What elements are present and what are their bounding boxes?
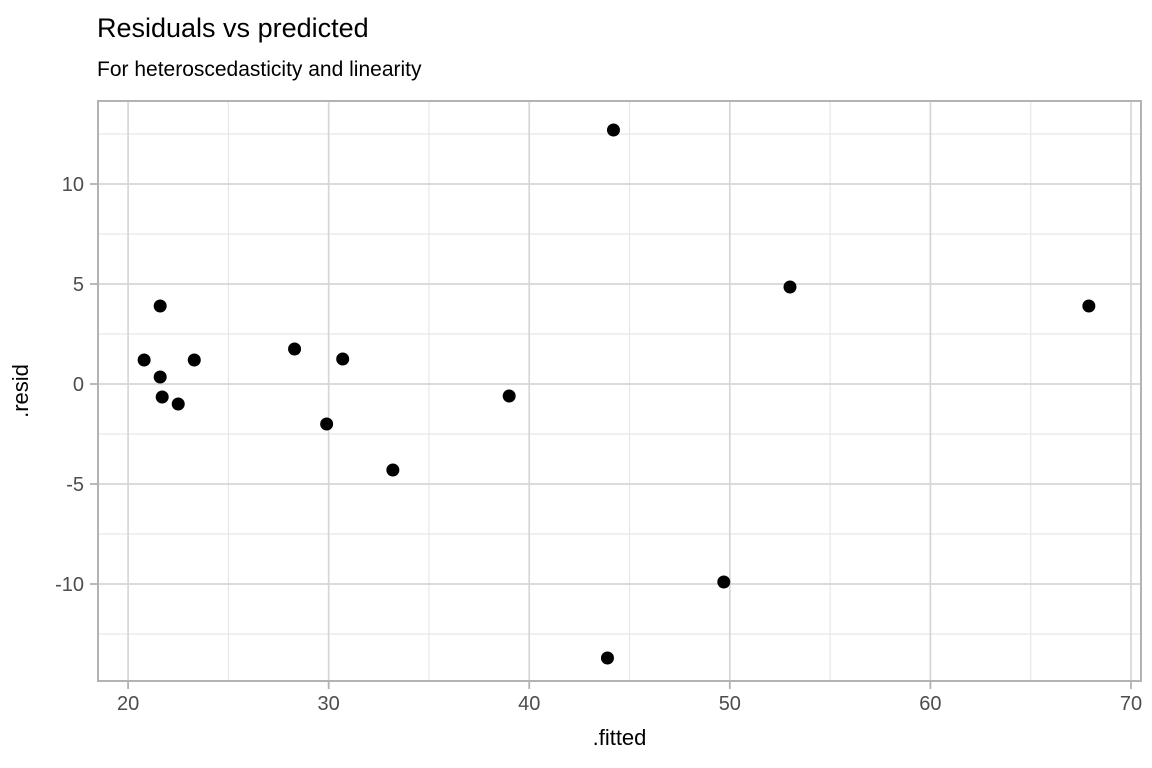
data-point [717,575,731,589]
data-point [336,352,350,366]
panel-background [98,101,1141,681]
data-point [1082,299,1096,313]
data-point [155,390,169,404]
chart-subtitle: For heteroscedasticity and linearity [97,58,422,81]
y-tick-label: 10 [62,174,84,196]
y-axis-title: .resid [8,364,33,418]
chart-title: Residuals vs predicted [97,13,369,43]
x-tick-label: 20 [117,693,139,715]
data-point [320,417,334,431]
x-tick-label: 50 [719,693,741,715]
data-point [606,123,620,137]
x-tick-label: 30 [318,693,340,715]
data-point [137,353,151,367]
data-point [153,370,167,384]
data-point [288,342,302,356]
data-point [502,389,516,403]
x-tick-label: 70 [1120,693,1142,715]
panel-border [97,100,1142,682]
data-point [171,397,185,411]
data-point [187,353,201,367]
x-tick-label: 40 [518,693,540,715]
y-tick-label: 5 [73,274,84,296]
data-point [783,280,797,294]
y-tick-label: 0 [73,374,84,396]
x-axis-title: .fitted [593,725,647,750]
y-tick-label: -5 [66,474,84,496]
y-tick-label: -10 [55,574,84,596]
x-tick-label: 60 [919,693,941,715]
data-point [153,299,167,313]
data-point [600,651,614,665]
data-point [386,463,400,477]
